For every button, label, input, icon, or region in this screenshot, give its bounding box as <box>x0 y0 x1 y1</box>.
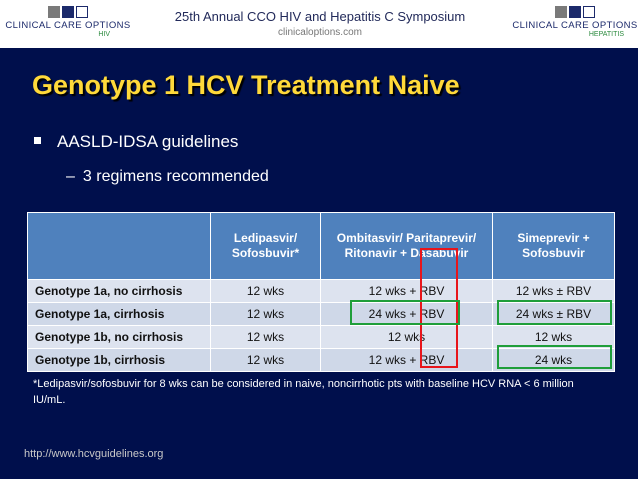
cco-mark-icon <box>48 6 88 18</box>
cco-hepatitis-logo: CLINICAL CARE OPTIONS HEPATITIS <box>512 6 637 39</box>
table-header-row: Ledipasvir/ Sofosbuvir* Ombitasvir/ Pari… <box>27 212 615 280</box>
table-cell: 24 wks <box>492 348 615 372</box>
footnote: *Ledipasvir/sofosbuvir for 8 wks can be … <box>33 378 574 406</box>
logo-right-name: CLINICAL CARE OPTIONS <box>512 20 638 31</box>
logo-left-sub: HIV <box>98 31 110 38</box>
header-cell-empty <box>27 212 211 280</box>
table-cell: 12 wks ± RBV <box>492 279 615 303</box>
table-row: Genotype 1a, no cirrhosis 12 wks 12 wks … <box>27 279 615 303</box>
slide-header: CLINICAL CARE OPTIONS HIV 25th Annual CC… <box>0 0 638 48</box>
sub-bullet-text: 3 regimens recommended <box>82 168 269 185</box>
table-cell: 12 wks + RBV <box>320 348 493 372</box>
table-cell: 12 wks <box>210 348 321 372</box>
guidelines-url: http://www.hcvguidelines.org <box>24 448 164 460</box>
table-cell: 12 wks <box>492 325 615 349</box>
table-cell: 12 wks <box>210 325 321 349</box>
table-cell: 12 wks <box>210 302 321 326</box>
slide-title: Genotype 1 HCV Treatment Naive <box>32 70 460 100</box>
row-label: Genotype 1b, no cirrhosis <box>27 325 211 349</box>
slide-body: Genotype 1 HCV Treatment Naive AASLD-IDS… <box>0 48 638 479</box>
table-row: Genotype 1a, cirrhosis 12 wks 24 wks + R… <box>27 302 615 326</box>
header-cell-ledipasvir: Ledipasvir/ Sofosbuvir* <box>210 212 321 280</box>
table-cell: 12 wks <box>320 325 493 349</box>
logo-left-name: CLINICAL CARE OPTIONS <box>5 20 131 31</box>
table-row: Genotype 1b, no cirrhosis 12 wks 12 wks … <box>27 325 615 349</box>
header-cell-ombitasvir: Ombitasvir/ Paritaprevir/ Ritonavir + Da… <box>320 212 493 280</box>
bullet-square-icon <box>34 137 41 145</box>
bullet-text: AASLD-IDSA guidelines <box>57 132 239 151</box>
row-label: Genotype 1b, cirrhosis <box>27 348 211 372</box>
row-label: Genotype 1a, no cirrhosis <box>27 279 211 303</box>
symposium-title: 25th Annual CCO HIV and Hepatitis C Symp… <box>174 9 466 24</box>
sub-bullet-item: –3 regimens recommended <box>66 168 269 186</box>
header-cell-simeprevir: Simeprevir + Sofosbuvir <box>492 212 615 280</box>
logo-right-sub: HEPATITIS <box>588 31 624 38</box>
row-label: Genotype 1a, cirrhosis <box>27 302 211 326</box>
dash-icon: – <box>66 168 75 185</box>
site-name: clinicaloptions.com <box>278 27 362 38</box>
table-cell: 12 wks + RBV <box>320 279 493 303</box>
regimen-table: Ledipasvir/ Sofosbuvir* Ombitasvir/ Pari… <box>27 212 615 372</box>
bullet-item: AASLD-IDSA guidelines <box>34 132 238 152</box>
cco-hiv-logo: CLINICAL CARE OPTIONS HIV <box>5 6 131 39</box>
cco-mark-icon <box>555 6 595 18</box>
table-row: Genotype 1b, cirrhosis 12 wks 12 wks + R… <box>27 348 615 372</box>
table-cell: 12 wks <box>210 279 321 303</box>
table-cell: 24 wks ± RBV <box>492 302 615 326</box>
table-cell: 24 wks + RBV <box>320 302 493 326</box>
